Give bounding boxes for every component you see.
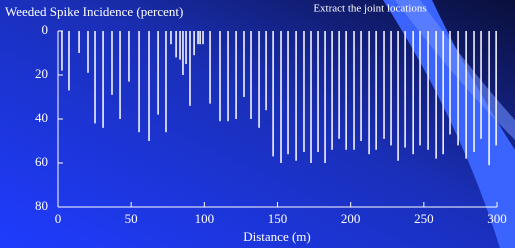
- chart: Weeded Spike Incidence (percent) Extract…: [0, 0, 515, 248]
- annotation: Extract the joint locations: [313, 3, 426, 15]
- y-tick-label: 0: [42, 22, 49, 37]
- x-tick-label: 200: [341, 211, 361, 226]
- page: {"chart_data": {"type": "bar", "title": …: [0, 0, 515, 248]
- x-tick-label: 0: [55, 211, 62, 226]
- y-tick-label: 20: [35, 66, 48, 81]
- axis-title: Weeded Spike Incidence (percent): [5, 4, 183, 19]
- y-tick-label: 60: [35, 154, 48, 169]
- x-axis-title: Distance (m): [243, 229, 311, 244]
- y-tick-label: 80: [35, 198, 48, 213]
- x-tick-label: 300: [487, 211, 507, 226]
- x-tick-label: 250: [414, 211, 434, 226]
- x-tick-label: 50: [125, 211, 138, 226]
- y-tick-label: 40: [35, 110, 48, 125]
- x-tick-label: 150: [268, 211, 288, 226]
- x-tick-label: 100: [195, 211, 215, 226]
